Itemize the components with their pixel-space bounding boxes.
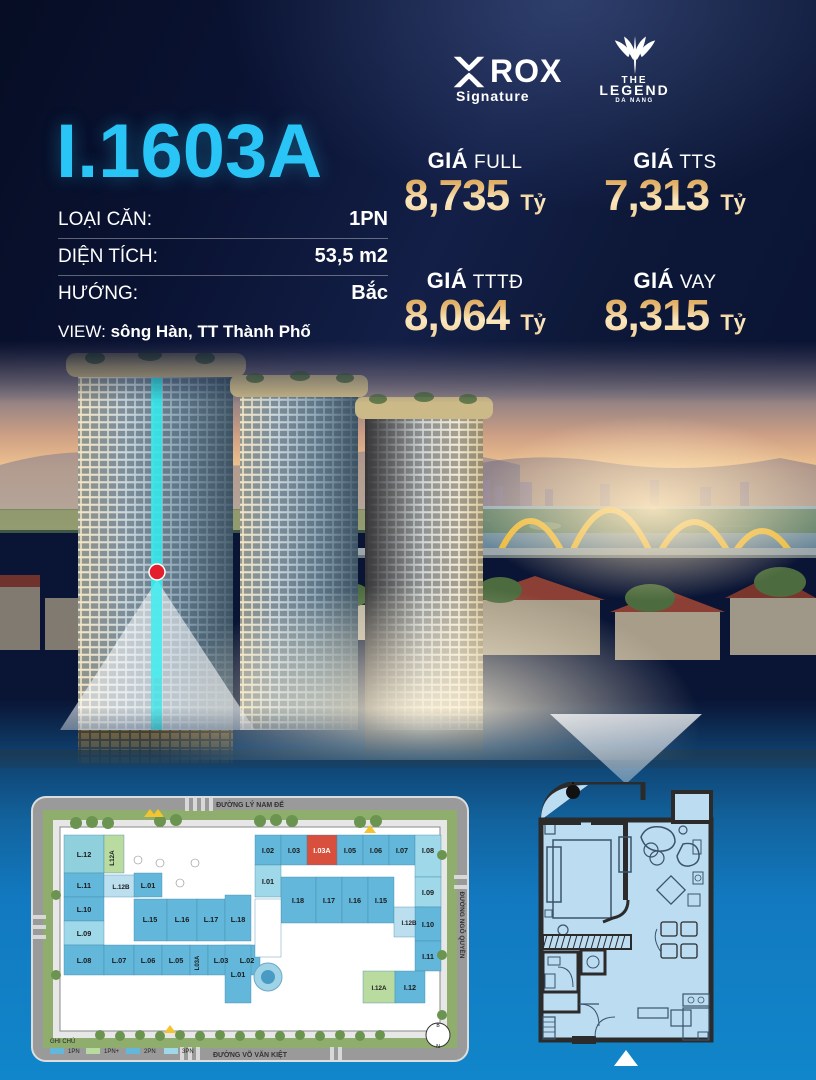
svg-text:I.12A: I.12A [371,985,387,992]
svg-text:I.15: I.15 [375,896,387,905]
svg-text:I.01: I.01 [262,877,274,886]
svg-text:I.07: I.07 [396,846,408,855]
svg-text:I.06: I.06 [370,846,382,855]
svg-text:L.03: L.03 [214,956,229,965]
svg-text:I.12B: I.12B [401,920,417,927]
svg-text:L.17: L.17 [204,915,219,924]
svg-text:L.12: L.12 [77,850,92,859]
svg-text:L12A: L12A [109,850,116,866]
svg-text:L.08: L.08 [77,956,92,965]
svg-text:I.09: I.09 [422,888,434,897]
svg-text:I.18: I.18 [292,896,304,905]
svg-text:L.18: L.18 [231,915,246,924]
svg-text:L.06: L.06 [141,956,156,965]
svg-text:L.01: L.01 [141,881,156,890]
svg-text:L.09: L.09 [77,929,92,938]
svg-text:N: N [436,1044,440,1050]
svg-text:L.07: L.07 [112,956,127,965]
svg-text:I.17: I.17 [323,896,335,905]
svg-text:I.02: I.02 [262,846,274,855]
svg-text:L.15: L.15 [143,915,158,924]
svg-text:L.11: L.11 [77,881,91,890]
svg-text:L.16: L.16 [175,915,190,924]
svg-text:L.01: L.01 [231,970,246,979]
svg-text:I.16: I.16 [349,896,361,905]
svg-text:3PN: 3PN [182,1049,194,1055]
svg-text:I.10: I.10 [422,920,434,929]
svg-text:I.11: I.11 [422,952,434,961]
svg-text:I.08: I.08 [422,846,434,855]
svg-text:I.05: I.05 [344,846,356,855]
svg-text:I.12: I.12 [404,983,416,992]
svg-text:GHI CHÚ: GHI CHÚ [50,1038,75,1045]
svg-text:I.03: I.03 [288,846,300,855]
svg-text:L.02: L.02 [240,956,255,965]
svg-text:L03A: L03A [195,955,201,970]
svg-text:I.03A: I.03A [313,846,331,855]
svg-text:1PN+: 1PN+ [104,1049,120,1055]
svg-text:L.05: L.05 [169,956,184,965]
svg-text:L.12B: L.12B [112,884,130,891]
svg-text:ĐƯỜNG VÕ VĂN KIỆT: ĐƯỜNG VÕ VĂN KIỆT [213,1050,288,1059]
svg-text:1PN: 1PN [68,1049,80,1055]
svg-text:2PN: 2PN [144,1049,156,1055]
svg-text:L.10: L.10 [77,905,92,914]
